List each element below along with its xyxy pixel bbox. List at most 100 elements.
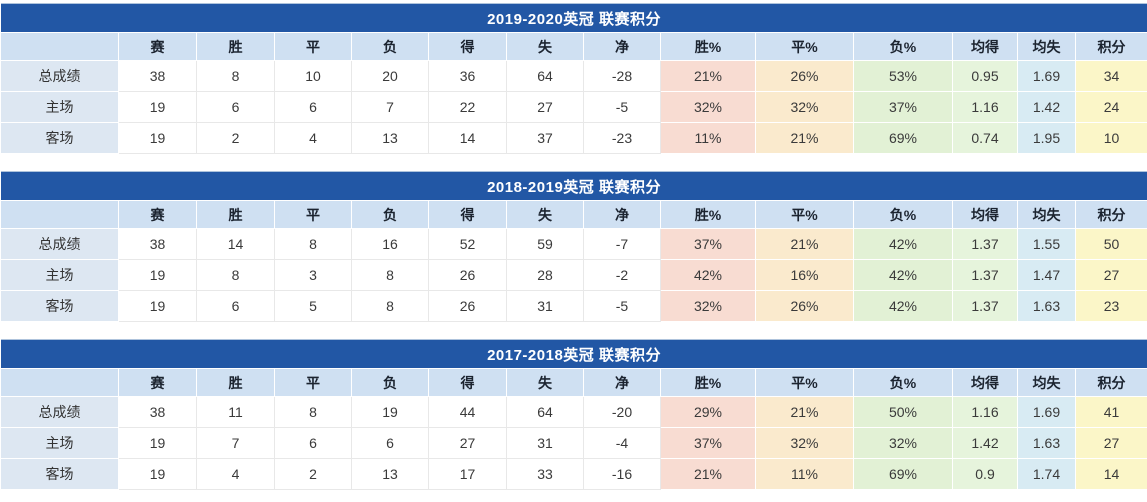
stat-cell-win-pct: 21%: [660, 458, 756, 490]
stats-row: 主场 19 7 6 6 27 31 -4 37% 32% 32% 1.42 1.63 27: [0, 427, 1147, 459]
row-label: 总成绩: [0, 60, 119, 92]
stat-cell-goals-for: 26: [428, 259, 507, 291]
column-header-win-pct: 胜%: [660, 32, 756, 61]
column-header-points: 积分: [1074, 200, 1147, 229]
stat-cell-losses: 19: [351, 396, 429, 428]
stats-row: 主场 19 6 6 7 22 27 -5 32% 32% 37% 1.16 1.42 24: [0, 91, 1147, 123]
stat-cell-win-pct: 21%: [660, 60, 756, 92]
stat-cell-points: 50: [1074, 228, 1147, 260]
stat-cell-goal-diff: -5: [583, 290, 661, 322]
stat-cell-avg-goals-for: 1.16: [952, 396, 1018, 428]
row-label: 主场: [0, 427, 119, 459]
stat-cell-goals-for: 22: [428, 91, 507, 123]
stats-row: 客场 19 4 2 13 17 33 -16 21% 11% 69% 0.9 1.74 14: [0, 458, 1147, 490]
stat-cell-draws: 6: [274, 91, 352, 123]
stat-cell-losses: 8: [351, 290, 429, 322]
stat-cell-goals-against: 37: [506, 122, 584, 154]
column-header-win-pct: 胜%: [660, 368, 756, 397]
stats-row: 客场 19 2 4 13 14 37 -23 11% 21% 69% 0.74 1.95 10: [0, 122, 1147, 154]
table-title: 2019-2020英冠 联赛积分: [0, 3, 1147, 33]
column-header-goal-diff: 净: [583, 200, 661, 229]
column-header-losses: 负: [351, 32, 429, 61]
stat-cell-goals-for: 14: [428, 122, 507, 154]
stat-cell-matches: 19: [118, 290, 197, 322]
stat-cell-loss-pct: 37%: [853, 91, 953, 123]
row-label: 主场: [0, 91, 119, 123]
row-label: 总成绩: [0, 396, 119, 428]
column-header-draws: 平: [274, 368, 352, 397]
stat-cell-points: 27: [1074, 427, 1147, 459]
column-header-row: 赛胜平负得失净胜% 平% 负% 均得 均失 积分: [0, 368, 1147, 397]
stat-cell-wins: 7: [196, 427, 275, 459]
season-stats-table: 2018-2019英冠 联赛积分 赛胜平负得失净胜% 平% 负% 均得 均失 积分 总成绩…: [0, 171, 1147, 322]
stat-cell-loss-pct: 69%: [853, 458, 953, 490]
stats-row: 客场 19 6 5 8 26 31 -5 32% 26% 42% 1.37 1.63 23: [0, 290, 1147, 322]
column-header-draw-pct: 平%: [755, 32, 854, 61]
column-header-avg-goals-against: 均失: [1017, 368, 1076, 397]
column-header-goals-against: 失: [506, 368, 584, 397]
column-header-matches: 赛: [118, 368, 197, 397]
season-stats-table: 2019-2020英冠 联赛积分 赛胜平负得失净胜% 平% 负% 均得 均失 积分 总成绩…: [0, 3, 1147, 154]
stat-cell-points: 24: [1074, 91, 1147, 123]
stat-cell-avg-goals-for: 1.37: [952, 228, 1018, 260]
column-header-avg-goals-against: 均失: [1017, 32, 1076, 61]
column-header-losses: 负: [351, 200, 429, 229]
stat-cell-losses: 13: [351, 122, 429, 154]
column-header-draws: 平: [274, 200, 352, 229]
stat-cell-losses: 16: [351, 228, 429, 260]
stat-cell-losses: 6: [351, 427, 429, 459]
stat-cell-goals-for: 52: [428, 228, 507, 260]
stat-cell-avg-goals-against: 1.63: [1017, 290, 1076, 322]
column-header-loss-pct: 负%: [853, 32, 953, 61]
stat-cell-points: 27: [1074, 259, 1147, 291]
stat-cell-wins: 2: [196, 122, 275, 154]
stat-cell-points: 41: [1074, 396, 1147, 428]
stat-cell-points: 34: [1074, 60, 1147, 92]
stat-cell-avg-goals-for: 1.37: [952, 290, 1018, 322]
stat-cell-wins: 8: [196, 259, 275, 291]
stat-cell-win-pct: 29%: [660, 396, 756, 428]
column-header-row-label: [0, 368, 119, 397]
column-header-draw-pct: 平%: [755, 200, 854, 229]
column-header-avg-goals-for: 均得: [952, 200, 1018, 229]
row-label: 总成绩: [0, 228, 119, 260]
stats-row: 主场 19 8 3 8 26 28 -2 42% 16% 42% 1.37 1.47 27: [0, 259, 1147, 291]
stats-row: 总成绩 38 14 8 16 52 59 -7 37% 21% 42% 1.37 1.55 50: [0, 228, 1147, 260]
stat-cell-draw-pct: 32%: [755, 91, 854, 123]
stat-cell-draws: 8: [274, 228, 352, 260]
stat-cell-win-pct: 37%: [660, 427, 756, 459]
column-header-goals-against: 失: [506, 32, 584, 61]
stat-cell-points: 14: [1074, 458, 1147, 490]
column-header-row-label: [0, 32, 119, 61]
stat-cell-goals-against: 59: [506, 228, 584, 260]
column-header-row: 赛胜平负得失净胜% 平% 负% 均得 均失 积分: [0, 200, 1147, 229]
stats-body: 总成绩 38 11 8 19 44 64 -20 29% 21% 50% 1.16 1.69 41 主场 19…: [0, 396, 1147, 490]
stat-cell-goals-against: 31: [506, 290, 584, 322]
stat-cell-goals-against: 31: [506, 427, 584, 459]
table-title-row: 2019-2020英冠 联赛积分: [0, 3, 1147, 33]
stat-cell-wins: 6: [196, 91, 275, 123]
stat-cell-draws: 4: [274, 122, 352, 154]
stat-cell-goal-diff: -7: [583, 228, 661, 260]
season-stats-table: 2017-2018英冠 联赛积分 赛胜平负得失净胜% 平% 负% 均得 均失 积分 总成绩…: [0, 339, 1147, 490]
stat-cell-win-pct: 42%: [660, 259, 756, 291]
stat-cell-matches: 19: [118, 122, 197, 154]
column-header-goals-for: 得: [428, 200, 507, 229]
stat-cell-loss-pct: 42%: [853, 228, 953, 260]
stat-cell-wins: 11: [196, 396, 275, 428]
column-header-avg-goals-for: 均得: [952, 32, 1018, 61]
stats-row: 总成绩 38 8 10 20 36 64 -28 21% 26% 53% 0.95 1.69 34: [0, 60, 1147, 92]
stat-cell-goal-diff: -2: [583, 259, 661, 291]
stat-cell-matches: 38: [118, 228, 197, 260]
stat-cell-draw-pct: 32%: [755, 427, 854, 459]
stat-cell-draws: 5: [274, 290, 352, 322]
stat-cell-draw-pct: 21%: [755, 228, 854, 260]
stat-cell-goal-diff: -16: [583, 458, 661, 490]
stat-cell-loss-pct: 42%: [853, 290, 953, 322]
column-header-points: 积分: [1074, 32, 1147, 61]
stats-body: 总成绩 38 8 10 20 36 64 -28 21% 26% 53% 0.95 1.69 34 主场 19…: [0, 60, 1147, 154]
column-header-avg-goals-against: 均失: [1017, 200, 1076, 229]
stat-cell-goals-for: 26: [428, 290, 507, 322]
stat-cell-win-pct: 11%: [660, 122, 756, 154]
stat-cell-win-pct: 32%: [660, 91, 756, 123]
